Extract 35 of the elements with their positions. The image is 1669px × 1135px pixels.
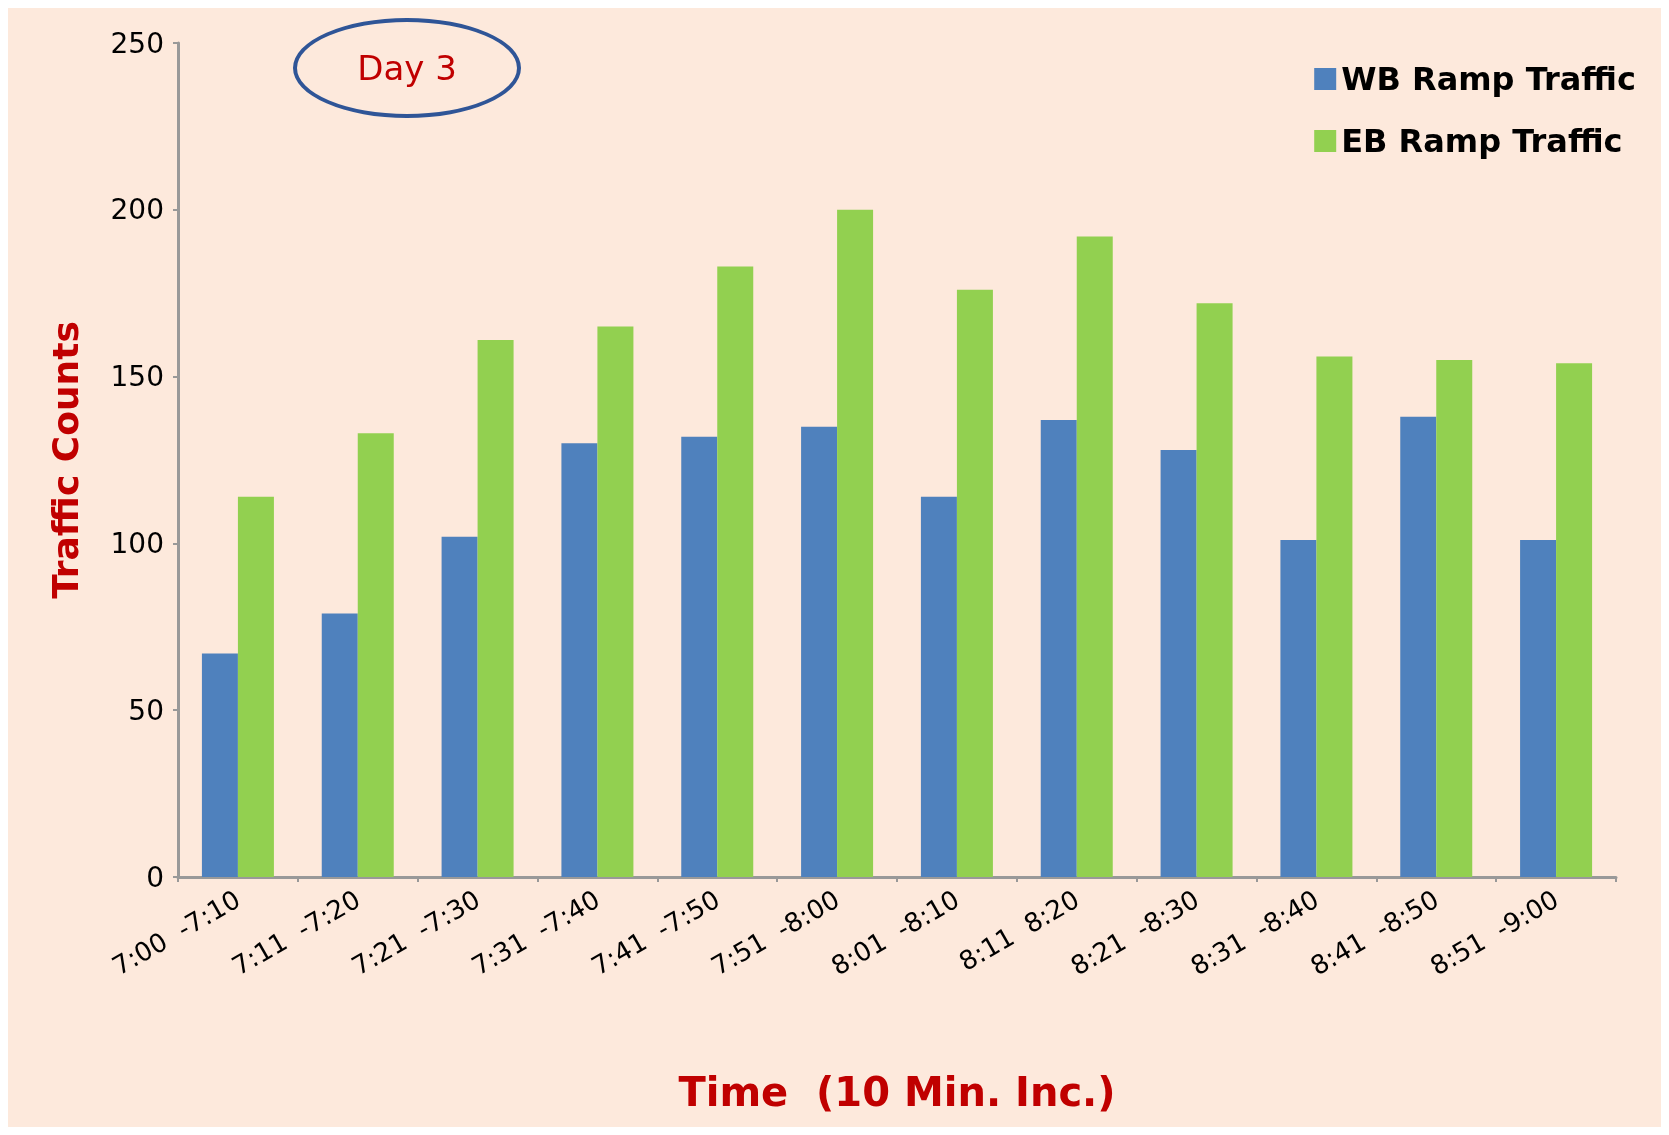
bar [561, 443, 598, 877]
bar [357, 433, 394, 877]
bar [597, 326, 634, 877]
bar [1040, 419, 1077, 877]
y-tick-label: 200 [110, 193, 164, 227]
bar [920, 496, 957, 877]
bar [1556, 363, 1593, 877]
bar [441, 536, 478, 877]
bar [1076, 236, 1113, 877]
bar [1400, 416, 1437, 877]
y-tick-label: 100 [110, 526, 164, 560]
bar [837, 209, 874, 877]
bar [956, 289, 993, 877]
y-tick-label: 50 [128, 693, 164, 727]
x-axis-title: Time (10 Min. Inc.) [678, 1069, 1116, 1115]
bar [681, 436, 718, 877]
bar [321, 613, 358, 877]
y-tick-label: 150 [110, 360, 164, 394]
y-tick-label: 0 [146, 860, 164, 894]
bar [201, 653, 238, 877]
bar [1280, 540, 1317, 877]
bar [1196, 303, 1233, 877]
oval-outline: Day 3 [293, 18, 521, 118]
y-tick-label: 250 [110, 26, 164, 60]
bar [1520, 540, 1557, 877]
y-axis-title: Traffic Counts [44, 321, 86, 599]
legend-label: WB Ramp Traffic [1341, 60, 1636, 98]
legend-label: EB Ramp Traffic [1341, 122, 1623, 160]
bar [801, 426, 838, 877]
bar [1436, 359, 1473, 877]
bar [477, 339, 514, 877]
bar [237, 496, 274, 877]
bar [717, 266, 754, 877]
bar [1316, 356, 1353, 877]
bar [1160, 449, 1197, 877]
